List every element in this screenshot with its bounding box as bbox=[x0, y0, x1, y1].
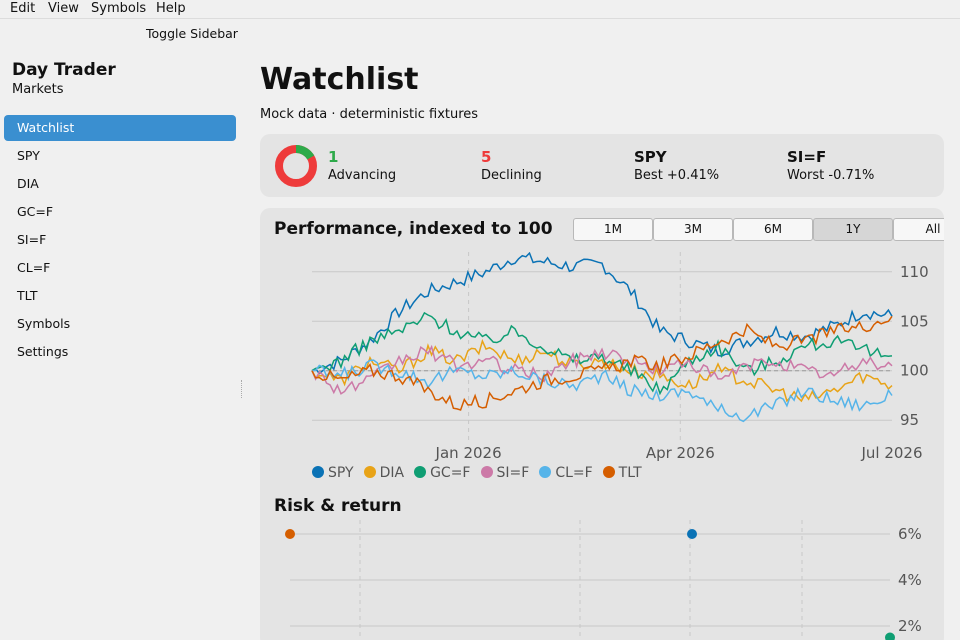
sidebar-item-tlt[interactable]: TLT bbox=[17, 288, 38, 303]
chart-legend: SPY DIA GC=F SI=F CL=F TLT bbox=[312, 465, 652, 481]
page-subtitle: Mock data · deterministic fixtures bbox=[260, 107, 479, 122]
legend-label: DIA bbox=[379, 465, 405, 481]
declining-count: 5 bbox=[481, 148, 492, 166]
range-button-1y[interactable]: 1Y bbox=[813, 218, 893, 241]
app-subtitle: Markets bbox=[12, 82, 64, 97]
y-tick-label: 110 bbox=[900, 263, 929, 281]
summary-card: 1 Advancing 5 Declining SPY Best +0.41% … bbox=[260, 134, 944, 197]
series-line-tlt bbox=[311, 315, 893, 411]
performance-title: Performance, indexed to 100 bbox=[274, 219, 553, 239]
legend-item[interactable]: CL=F bbox=[539, 465, 593, 481]
risk-return-title: Risk & return bbox=[274, 496, 402, 516]
page-title: Watchlist bbox=[260, 62, 419, 97]
best-label: Best +0.41% bbox=[634, 168, 720, 183]
legend-item[interactable]: SI=F bbox=[480, 465, 530, 481]
sidebar-item-watchlist[interactable]: Watchlist bbox=[4, 115, 236, 141]
legend-item[interactable]: SPY bbox=[312, 465, 354, 481]
x-tick-label: Jan 2026 bbox=[435, 444, 502, 462]
sidebar-item-sif[interactable]: SI=F bbox=[17, 232, 47, 247]
risk-y-tick-label: 2% bbox=[898, 617, 922, 635]
risk-y-tick-label: 6% bbox=[898, 525, 922, 543]
sidebar-item-spy[interactable]: SPY bbox=[17, 148, 40, 163]
menu-bar: Edit View Symbols Help bbox=[0, 0, 960, 19]
legend-swatch bbox=[312, 466, 324, 478]
series-line-sif bbox=[311, 344, 893, 395]
legend-item[interactable]: DIA bbox=[363, 465, 405, 481]
worst-symbol: SI=F bbox=[787, 148, 827, 166]
range-button-all[interactable]: All bbox=[893, 218, 944, 241]
legend-label: GC=F bbox=[430, 465, 471, 481]
risk-point-tlt[interactable] bbox=[285, 529, 295, 539]
main-content: Watchlist Mock data · deterministic fixt… bbox=[245, 44, 960, 640]
sidebar-resize-handle[interactable] bbox=[241, 380, 243, 398]
sidebar-item-dia[interactable]: DIA bbox=[17, 176, 39, 191]
y-tick-label: 100 bbox=[900, 362, 929, 380]
legend-swatch bbox=[414, 466, 427, 478]
y-tick-label: 105 bbox=[900, 312, 929, 330]
y-tick-label: 95 bbox=[900, 411, 919, 429]
menu-symbols[interactable]: Symbols bbox=[91, 1, 147, 16]
sidebar: Day Trader Markets Watchlist SPY DIA GC=… bbox=[0, 44, 245, 640]
sidebar-item-clf[interactable]: CL=F bbox=[17, 260, 51, 275]
range-selector: 1M 3M 6M 1Y All bbox=[573, 218, 944, 241]
risk-return-chart: 6% 4% 2% bbox=[285, 520, 922, 640]
worst-label: Worst -0.71% bbox=[787, 168, 875, 183]
advancing-label: Advancing bbox=[328, 168, 397, 183]
menu-view[interactable]: View bbox=[48, 1, 79, 16]
declining-stat: 5 Declining bbox=[481, 148, 542, 183]
performance-chart: 95 100 105 110 Jan 2026 Apr 2026 Jul 2026 bbox=[311, 252, 929, 462]
sidebar-item-symbols[interactable]: Symbols bbox=[17, 316, 71, 331]
risk-point-gcf[interactable] bbox=[885, 632, 895, 640]
series-line-gcf bbox=[311, 311, 893, 396]
legend-label: CL=F bbox=[555, 465, 593, 481]
best-symbol: SPY bbox=[634, 148, 667, 166]
range-button-3m[interactable]: 3M bbox=[653, 218, 733, 241]
app-title: Day Trader bbox=[12, 60, 116, 80]
donut-advancing-arc bbox=[275, 145, 317, 187]
x-tick-label: Apr 2026 bbox=[646, 444, 715, 462]
risk-point-spy[interactable] bbox=[687, 529, 697, 539]
chart-card: Performance, indexed to 100 1M 3M 6M 1Y … bbox=[260, 208, 944, 640]
series-line-spy bbox=[311, 252, 893, 375]
risk-y-tick-label: 4% bbox=[898, 571, 922, 589]
advancing-stat: 1 Advancing bbox=[328, 148, 396, 183]
x-tick-label: Jul 2026 bbox=[860, 444, 922, 462]
toggle-sidebar-button[interactable]: Toggle Sidebar bbox=[146, 26, 238, 41]
menu-edit[interactable]: Edit bbox=[10, 1, 36, 16]
legend-label: TLT bbox=[618, 465, 642, 481]
worst-stat: SI=F Worst -0.71% bbox=[787, 148, 874, 183]
legend-swatch bbox=[480, 466, 493, 478]
legend-item[interactable]: GC=F bbox=[414, 465, 471, 481]
legend-label: SI=F bbox=[496, 465, 530, 481]
sidebar-item-settings[interactable]: Settings bbox=[17, 344, 69, 359]
best-stat: SPY Best +0.41% bbox=[634, 148, 719, 183]
range-button-6m[interactable]: 6M bbox=[733, 218, 813, 241]
advancing-count: 1 bbox=[328, 148, 339, 166]
menu-help[interactable]: Help bbox=[156, 1, 186, 16]
legend-label: SPY bbox=[328, 465, 354, 481]
legend-item[interactable]: TLT bbox=[602, 465, 642, 481]
declining-label: Declining bbox=[481, 168, 542, 183]
sidebar-item-gcf[interactable]: GC=F bbox=[17, 204, 54, 219]
legend-swatch bbox=[539, 466, 552, 478]
range-button-1m[interactable]: 1M bbox=[573, 218, 653, 241]
legend-swatch bbox=[602, 466, 615, 478]
legend-swatch bbox=[363, 466, 376, 478]
advancing-declining-donut bbox=[275, 145, 317, 187]
